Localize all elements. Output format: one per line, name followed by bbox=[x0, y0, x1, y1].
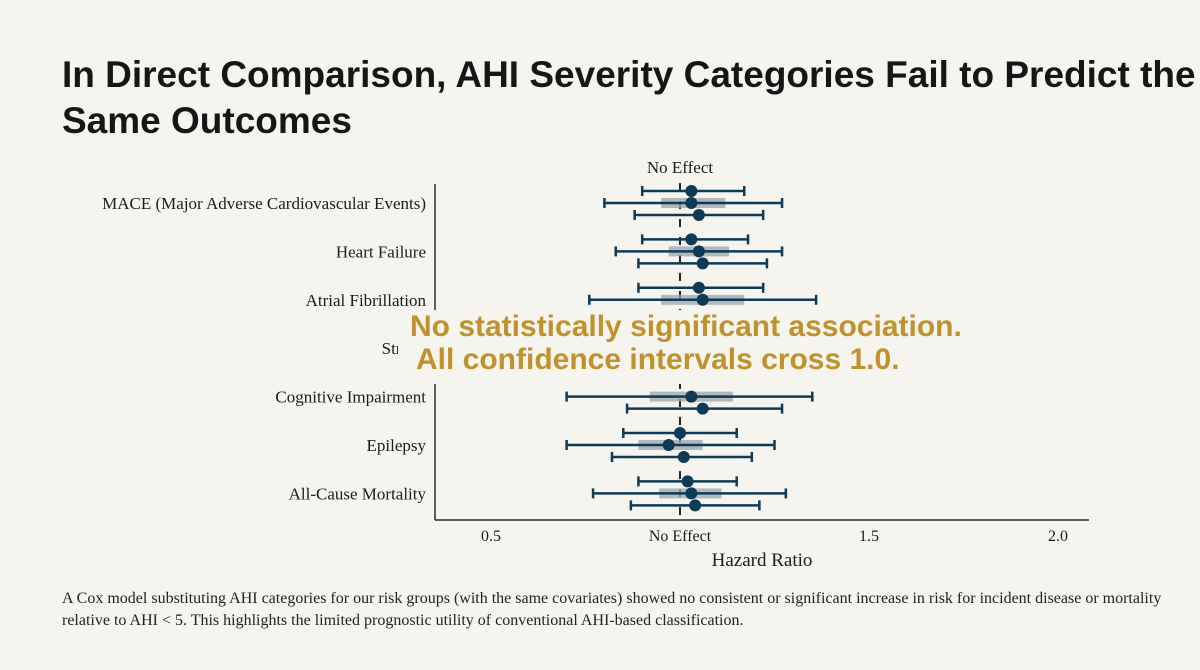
outcome-label: Epilepsy bbox=[367, 436, 427, 455]
annotation-line-1: No statistically significant association… bbox=[410, 310, 962, 343]
x-axis-label: Hazard Ratio bbox=[712, 550, 813, 571]
hazard-ratio-point bbox=[696, 402, 709, 415]
hazard-ratio-point bbox=[681, 475, 694, 488]
footnote: A Cox model substituting AHI categories … bbox=[62, 590, 1162, 629]
outcome-label: MACE (Major Adverse Cardiovascular Event… bbox=[102, 194, 426, 213]
x-tick-label: No Effect bbox=[649, 528, 712, 545]
hazard-ratio-point bbox=[685, 390, 698, 403]
hazard-ratio-point bbox=[696, 293, 709, 306]
hazard-ratio-point bbox=[674, 427, 686, 439]
outcome-label: Heart Failure bbox=[336, 242, 426, 261]
outcome-label: All-Cause Mortality bbox=[289, 484, 427, 503]
annotation-callout: No statistically significant association… bbox=[398, 310, 998, 384]
outcome-label: Atrial Fibrillation bbox=[306, 291, 427, 310]
hazard-ratio-point bbox=[692, 245, 705, 258]
hazard-ratio-point bbox=[696, 257, 709, 270]
hazard-ratio-point bbox=[685, 487, 698, 500]
hazard-ratio-point bbox=[677, 451, 690, 463]
slide-title: In Direct Comparison, AHI Severity Categ… bbox=[62, 54, 1196, 141]
hazard-ratio-point bbox=[662, 439, 675, 451]
hazard-ratio-point bbox=[685, 185, 698, 197]
hazard-ratio-point bbox=[685, 233, 698, 246]
reference-label: No Effect bbox=[647, 158, 714, 177]
hazard-ratio-point bbox=[692, 209, 705, 221]
hazard-ratio-point bbox=[692, 281, 705, 294]
hazard-ratio-point bbox=[689, 499, 702, 512]
annotation-line-2: All confidence intervals cross 1.0. bbox=[416, 343, 900, 376]
x-tick-label: 0.5 bbox=[481, 528, 501, 545]
outcome-label: Cognitive Impairment bbox=[275, 388, 426, 407]
x-tick-label: 1.5 bbox=[859, 528, 879, 545]
hazard-ratio-point bbox=[685, 197, 698, 209]
x-tick-label: 2.0 bbox=[1048, 528, 1068, 545]
